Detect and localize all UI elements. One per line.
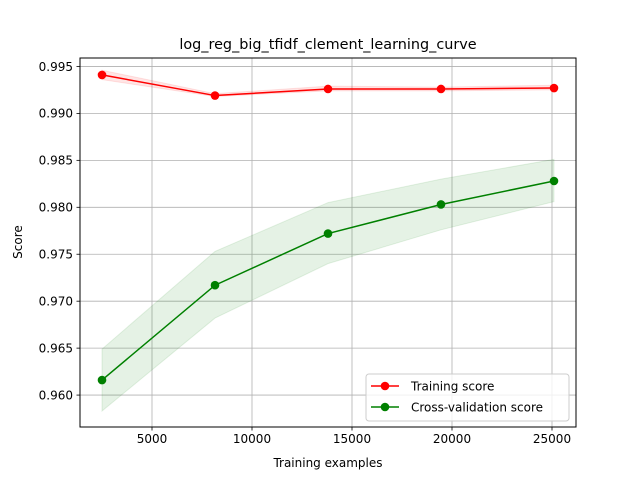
chart-title: log_reg_big_tfidf_clement_learning_curve (179, 37, 476, 53)
data-point (436, 84, 446, 94)
y-tick-label: 0.975 (39, 248, 73, 262)
plot-frame (79, 57, 577, 428)
y-tick-label: 0.960 (39, 388, 73, 402)
data-point (323, 229, 333, 238)
data-point (210, 91, 220, 100)
y-axis-ticks: 0.960 0.965 0.970 0.975 0.980 0.985 0.990 0.995 (39, 60, 80, 402)
y-tick-label: 0.965 (39, 341, 73, 355)
y-tick-label: 0.985 (39, 154, 73, 168)
series-points (97, 70, 559, 385)
data-point (436, 200, 446, 209)
y-tick-label: 0.970 (39, 294, 73, 308)
data-point (210, 280, 220, 290)
x-axis-label: Training examples (272, 456, 382, 470)
data-point (549, 176, 559, 186)
legend-label: Training score (410, 379, 494, 393)
x-tick-label: 25000 (533, 432, 571, 446)
data-point (549, 83, 559, 93)
legend-label: Cross-validation score (411, 400, 543, 414)
data-point (323, 84, 333, 94)
y-tick-label: 0.995 (39, 60, 73, 74)
legend-box (365, 373, 570, 422)
data-point (97, 70, 107, 80)
legend-marker (380, 381, 390, 391)
x-tick-label: 10000 (233, 432, 271, 446)
x-tick-label: 15000 (333, 432, 371, 446)
grid-lines (80, 58, 576, 427)
data-point (97, 375, 107, 385)
x-tick-label: 5000 (137, 432, 168, 446)
y-tick-label: 0.990 (39, 107, 73, 121)
y-axis-label: Score (11, 225, 25, 259)
legend-marker (380, 402, 390, 412)
legend: Training score Cross-validation score (365, 373, 570, 422)
confidence-band (101, 158, 555, 413)
x-tick-label: 20000 (433, 432, 471, 446)
x-axis-ticks: 5000 10000 15000 20000 25000 (137, 427, 571, 446)
y-tick-label: 0.980 (39, 201, 73, 215)
legend-entries: Training score Cross-validation score (371, 379, 543, 414)
